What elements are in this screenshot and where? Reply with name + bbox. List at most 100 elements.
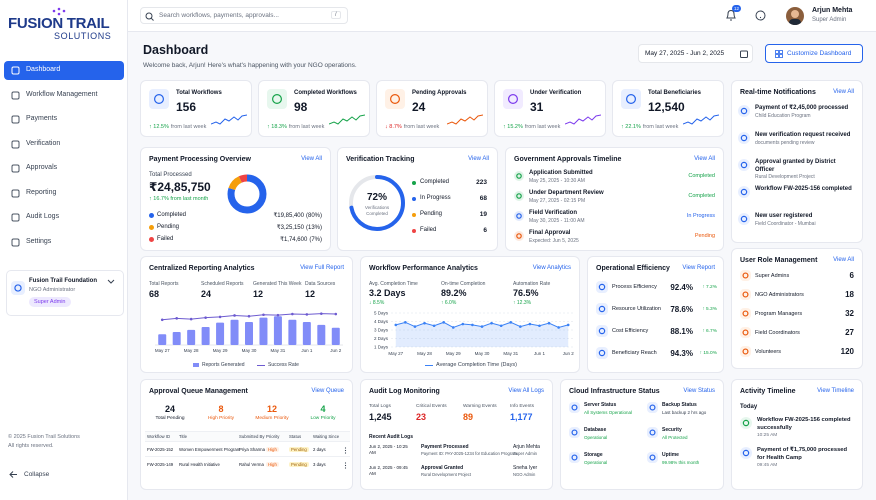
stat-value: 24 xyxy=(412,100,426,114)
icon xyxy=(740,270,751,281)
user-avatar[interactable] xyxy=(786,7,804,25)
step-date: May 27, 2025 - 02:15 PM xyxy=(529,198,586,204)
service-label: Storage xyxy=(584,452,603,458)
audit-stat-label: Total Logs xyxy=(369,404,391,409)
menu-dot xyxy=(344,452,347,454)
icon-glyph xyxy=(571,404,578,411)
log-role: NGO Admin xyxy=(513,472,536,477)
nav-item[interactable]: Verification xyxy=(4,135,124,154)
view-link[interactable]: View Analytics xyxy=(532,265,571,271)
payment-status: Failed xyxy=(157,236,174,242)
user-roles-card: User Role Management View All Super Admins… xyxy=(731,248,863,369)
view-link[interactable]: View All xyxy=(833,89,854,95)
view-link[interactable]: View Queue xyxy=(311,388,344,394)
view-link[interactable]: View Report xyxy=(682,265,715,271)
activity-body: Payment of ₹1,75,000 processed for Healt… xyxy=(757,447,855,469)
sparkline xyxy=(447,114,483,125)
nav-label: Settings xyxy=(26,238,52,245)
completion-point xyxy=(557,326,560,329)
icon-glyph xyxy=(516,213,522,219)
total-label: Total Processed xyxy=(149,172,192,178)
step-status: Completed xyxy=(688,173,715,179)
card-title: Real-time Notifications xyxy=(740,89,816,96)
service-status: 99.98% this month xyxy=(662,460,700,465)
audit-stat-label: Info Events xyxy=(510,404,534,409)
perf-stat-change: ↑ 12.3% xyxy=(513,300,532,306)
search-box[interactable]: Search workflows, payments, approvals...… xyxy=(140,7,348,24)
nav-item[interactable]: Audit Logs xyxy=(4,208,124,227)
role-count: 120 xyxy=(840,347,854,356)
icon-glyph xyxy=(516,193,522,199)
audit-stat-label: Critical Events xyxy=(416,404,447,409)
completion-point xyxy=(394,323,398,327)
view-link[interactable]: View All xyxy=(468,156,489,162)
bar xyxy=(317,324,326,345)
collapse-button[interactable]: Collapse xyxy=(24,471,50,478)
success-point xyxy=(247,314,251,318)
grid-icon xyxy=(775,50,783,58)
success-point xyxy=(233,314,236,317)
table-cell: Women Empowerment Program xyxy=(179,447,241,452)
nav-item[interactable]: Reporting xyxy=(4,184,124,203)
step-status: Pending xyxy=(694,233,715,239)
table-cell: Rural Health Initiative xyxy=(179,462,220,467)
stat-value: 31 xyxy=(530,100,544,114)
search-shortcut: / xyxy=(331,11,341,19)
nav-item[interactable]: Settings xyxy=(4,233,124,252)
date-picker[interactable]: May 27, 2025 - Jun 2, 2025 xyxy=(638,44,753,63)
view-link[interactable]: View All xyxy=(833,257,854,263)
efficiency-value: 78.6% xyxy=(670,304,693,314)
icon-glyph xyxy=(516,233,522,239)
x-tick-label: May 31 xyxy=(503,351,518,356)
payment-amount: ₹3,25,150 xyxy=(276,225,304,231)
service-label: Server Status xyxy=(584,402,617,408)
handle xyxy=(150,17,154,21)
role-label: NGO Administrators xyxy=(755,291,804,298)
efficiency-label: Resource Utilization xyxy=(612,306,661,312)
customize-button[interactable]: Customize Dashboard xyxy=(765,44,863,63)
completion-point xyxy=(480,325,484,328)
x-tick-label: Jun 2 xyxy=(563,351,575,356)
card-title: Workflow Performance Analytics xyxy=(369,265,478,272)
nav-item[interactable]: Dashboard xyxy=(4,61,124,80)
view-link[interactable]: View All xyxy=(694,156,715,162)
view-link[interactable]: View All Logs xyxy=(508,388,544,394)
verification-count: 223 xyxy=(476,179,487,186)
nav-item[interactable]: Approvals xyxy=(4,159,124,178)
view-link[interactable]: View Status xyxy=(683,388,715,394)
completion-point xyxy=(538,324,541,328)
icon xyxy=(569,427,580,438)
icon xyxy=(647,427,658,438)
logo-dot xyxy=(52,9,56,13)
icon-graphic xyxy=(153,93,165,105)
role-count: 32 xyxy=(845,309,854,318)
icon-graphic xyxy=(507,93,519,105)
queue-count: 8 xyxy=(218,404,224,414)
nav-icon xyxy=(11,164,20,173)
icon-graphic xyxy=(742,419,750,427)
stat-card: Completed Workflows 98 ↑ 18.3% from last we… xyxy=(258,80,370,137)
stat-card: Total Beneficiaries 12,540 ↑ 22.1% from las… xyxy=(612,80,724,137)
log-event: Approval Granted xyxy=(421,465,464,471)
view-link[interactable]: View Full Report xyxy=(300,265,344,271)
view-link[interactable]: View Timeline xyxy=(817,388,854,394)
x-tick-label: Jun 1 xyxy=(534,351,546,356)
row-menu xyxy=(344,447,347,454)
stat-change: ↓ 8.7% xyxy=(385,124,402,130)
stat-change-line: ↓ 8.7% from last week xyxy=(385,124,439,130)
stat-card: Total Workflows 156 ↑ 12.5% from last week xyxy=(140,80,252,137)
icon-graphic xyxy=(571,429,578,436)
queue-label: Low Priority xyxy=(310,416,336,421)
column-header: Submitted By xyxy=(239,434,265,439)
ring-progress xyxy=(349,175,405,231)
icon-glyph xyxy=(598,305,606,313)
success-point xyxy=(262,313,265,317)
nav-icon-shape xyxy=(11,189,20,198)
nav-item[interactable]: Payments xyxy=(4,110,124,129)
nav-item[interactable]: Workflow Management xyxy=(4,86,124,105)
icon-glyph xyxy=(740,161,748,169)
log-time: Jun 2, 2025 - 10:25 AM xyxy=(369,444,408,455)
view-link[interactable]: View All xyxy=(301,156,322,162)
verification-count: 6 xyxy=(483,227,487,234)
